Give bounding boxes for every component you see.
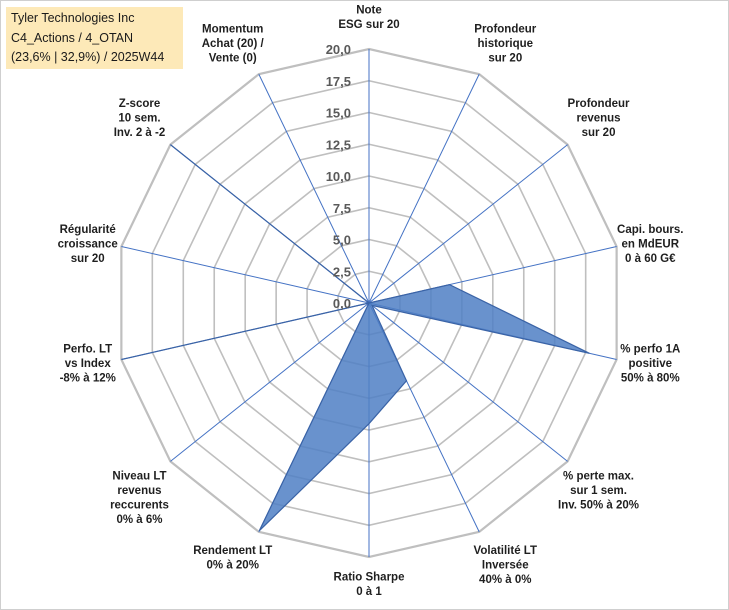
axis-label: Capi. bours. en MdEUR 0 à 60 G€ bbox=[617, 224, 683, 265]
axis-label: Perfo. LT vs Index -8% à 12% bbox=[60, 343, 116, 384]
performance-week: (23,6% | 32,9%) / 2025W44 bbox=[11, 50, 165, 64]
tick-label: 20,0 bbox=[326, 42, 351, 57]
portfolio-path: C4_Actions / 4_OTAN bbox=[11, 30, 134, 45]
axis-spoke bbox=[170, 302, 370, 462]
company-name: Tyler Technologies Inc bbox=[11, 11, 135, 25]
tick-label: 15,0 bbox=[326, 106, 351, 121]
axis-label: Profondeur revenus sur 20 bbox=[568, 98, 630, 139]
tick-label: 12,5 bbox=[326, 137, 351, 152]
tick-label: 10,0 bbox=[326, 169, 351, 184]
axis-label: Profondeur historique sur 20 bbox=[474, 24, 536, 65]
axis-label: % perte max. sur 1 sem. Inv. 50% à 20% bbox=[558, 471, 639, 512]
tick-label: 2,5 bbox=[333, 264, 351, 279]
axis-label: % perfo 1A positive 50% à 80% bbox=[620, 343, 680, 384]
axis-label: Z-score 10 sem. Inv. 2 à -2 bbox=[114, 98, 166, 139]
axis-label: Volatilité LT Inversée 40% à 0% bbox=[474, 545, 537, 586]
tick-label: 5,0 bbox=[333, 233, 351, 248]
tick-label: 0,0 bbox=[333, 296, 351, 311]
axis-spoke bbox=[121, 245, 370, 304]
axis-spoke bbox=[368, 302, 568, 462]
axis-spoke bbox=[368, 144, 568, 304]
axis-label: Rendement LT 0% à 20% bbox=[193, 545, 272, 572]
chart-title-box: Tyler Technologies Inc C4_Actions / 4_OT… bbox=[6, 7, 183, 69]
radar-series bbox=[121, 144, 590, 532]
axis-label: Régularité croissance sur 20 bbox=[58, 224, 118, 265]
tick-label: 17,5 bbox=[326, 74, 351, 89]
series-area bbox=[121, 144, 590, 532]
axis-label: Niveau LT revenus reccurents 0% à 6% bbox=[110, 471, 169, 527]
radar-tick-labels: 0,0 2,5 5,0 7,5 10,0 12,5 15,0 17,5 20,0 bbox=[326, 42, 351, 311]
axis-label: Momentum Achat (20) / Vente (0) bbox=[202, 24, 265, 65]
radar-axis-labels: Note ESG sur 20 Profondeur historique sur 20… bbox=[58, 5, 684, 599]
axis-spoke bbox=[368, 73, 480, 304]
tick-label: 7,5 bbox=[333, 201, 351, 216]
axis-label: Ratio Sharpe 0 à 1 bbox=[334, 572, 405, 599]
axis-spoke bbox=[258, 73, 370, 304]
axis-label: Note ESG sur 20 bbox=[338, 5, 399, 32]
